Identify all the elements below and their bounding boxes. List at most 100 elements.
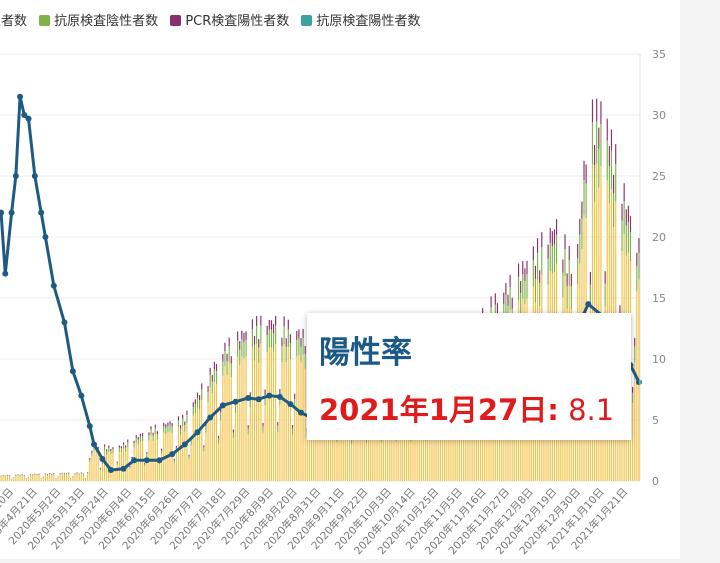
bar-antigen-negative bbox=[112, 449, 113, 453]
legend-item-antigen-positive[interactable]: 抗原検査陽性者数 bbox=[301, 10, 420, 29]
bar-antigen-negative bbox=[562, 273, 563, 297]
bar-pcr-negative bbox=[410, 441, 411, 481]
bar-pcr-negative bbox=[226, 375, 227, 481]
bar-antigen-negative bbox=[598, 149, 599, 188]
bar-antigen-negative bbox=[567, 286, 568, 309]
positivity-point[interactable] bbox=[32, 173, 38, 179]
bar-antigen-negative bbox=[218, 439, 219, 444]
positivity-point[interactable] bbox=[61, 319, 67, 325]
bar-antigen-negative bbox=[254, 345, 255, 361]
bar-pcr-positive bbox=[613, 175, 614, 193]
bar-pcr-positive bbox=[262, 423, 263, 426]
bar-pcr-negative bbox=[307, 437, 308, 481]
bar-antigen-negative bbox=[592, 122, 593, 164]
positivity-point[interactable] bbox=[287, 401, 293, 407]
bar-antigen-negative bbox=[146, 454, 147, 457]
positivity-point[interactable] bbox=[17, 94, 23, 100]
bar-pcr-positive bbox=[609, 146, 610, 166]
bar-pcr-negative bbox=[243, 358, 244, 481]
positivity-point[interactable] bbox=[636, 379, 642, 385]
positivity-point[interactable] bbox=[169, 451, 175, 457]
bar-pcr-negative bbox=[68, 474, 69, 481]
bar-pcr-negative bbox=[5, 476, 6, 481]
bar-pcr-positive bbox=[233, 429, 234, 432]
bar-antigen-negative bbox=[153, 436, 154, 441]
positivity-point[interactable] bbox=[87, 423, 93, 429]
bar-pcr-negative bbox=[231, 377, 232, 481]
legend-item-antigen-negative[interactable]: 抗原検査陰性者数 bbox=[39, 10, 158, 29]
legend-item-pcr-positive[interactable]: PCR検査陽性者数 bbox=[170, 10, 289, 29]
positivity-point[interactable] bbox=[2, 271, 8, 277]
bar-pcr-positive bbox=[110, 449, 111, 451]
positivity-point[interactable] bbox=[121, 466, 127, 472]
bar-antigen-negative bbox=[269, 330, 270, 348]
y-tick-label: 15 bbox=[652, 292, 666, 305]
bar-pcr-positive bbox=[510, 275, 511, 287]
bar-pcr-positive bbox=[146, 452, 147, 454]
bar-pcr-negative bbox=[237, 357, 238, 481]
bar-pcr-positive bbox=[155, 425, 156, 428]
legend-item-pcr-negative[interactable]: 性者数 bbox=[0, 10, 27, 29]
bar-antigen-negative bbox=[17, 475, 18, 476]
positivity-point[interactable] bbox=[108, 467, 114, 473]
bar-antigen-negative bbox=[241, 340, 242, 357]
positivity-point[interactable] bbox=[51, 283, 57, 289]
positivity-point[interactable] bbox=[298, 410, 304, 416]
positivity-point[interactable] bbox=[91, 441, 97, 447]
bar-pcr-positive bbox=[296, 331, 297, 340]
bar-pcr-negative bbox=[366, 443, 367, 481]
bar-pcr-negative bbox=[273, 351, 274, 481]
positivity-point[interactable] bbox=[144, 457, 150, 463]
positivity-point[interactable] bbox=[182, 441, 188, 447]
bar-antigen-negative bbox=[64, 473, 65, 474]
bar-pcr-positive bbox=[184, 422, 185, 426]
bar-pcr-negative bbox=[212, 393, 213, 481]
positivity-point[interactable] bbox=[13, 173, 19, 179]
positivity-point[interactable] bbox=[207, 415, 213, 421]
y-tick-label: 30 bbox=[652, 109, 666, 122]
positivity-point[interactable] bbox=[233, 399, 239, 405]
positivity-point[interactable] bbox=[585, 301, 591, 307]
bar-antigen-negative bbox=[569, 260, 570, 286]
bar-pcr-positive bbox=[607, 119, 608, 141]
bar-pcr-negative bbox=[155, 434, 156, 481]
bar-pcr-positive bbox=[512, 298, 513, 309]
bar-antigen-negative bbox=[626, 226, 627, 256]
bar-pcr-positive bbox=[507, 295, 508, 306]
bar-pcr-negative bbox=[248, 435, 249, 481]
bar-pcr-negative bbox=[58, 477, 59, 481]
bar-pcr-negative bbox=[62, 474, 63, 481]
positivity-point[interactable] bbox=[78, 393, 84, 399]
positivity-point[interactable] bbox=[131, 457, 137, 463]
positivity-point[interactable] bbox=[266, 393, 272, 399]
tooltip-value-line: 2021年1月27日: 8.1 bbox=[319, 387, 614, 429]
bar-antigen-negative bbox=[106, 451, 107, 454]
bar-pcr-positive bbox=[138, 437, 139, 440]
positivity-point[interactable] bbox=[70, 368, 76, 374]
bar-pcr-negative bbox=[191, 445, 192, 481]
bar-antigen-negative bbox=[224, 351, 225, 366]
positivity-point[interactable] bbox=[38, 210, 44, 216]
positivity-point[interactable] bbox=[26, 116, 32, 122]
bar-pcr-positive bbox=[260, 316, 261, 326]
bar-antigen-negative bbox=[277, 426, 278, 432]
positivity-point[interactable] bbox=[9, 210, 15, 216]
bar-pcr-positive bbox=[624, 183, 625, 201]
positivity-point[interactable] bbox=[0, 210, 4, 216]
positivity-point[interactable] bbox=[277, 394, 283, 400]
bar-antigen-negative bbox=[526, 274, 527, 298]
bar-pcr-positive bbox=[136, 435, 137, 438]
bar-antigen-negative bbox=[117, 463, 118, 465]
tooltip-title: 陽性率 bbox=[319, 327, 412, 372]
positivity-point[interactable] bbox=[220, 402, 226, 408]
bar-pcr-negative bbox=[11, 479, 12, 481]
positivity-point[interactable] bbox=[99, 456, 105, 462]
positivity-point[interactable] bbox=[256, 396, 262, 402]
positivity-point[interactable] bbox=[245, 395, 251, 401]
positivity-point[interactable] bbox=[42, 234, 48, 240]
bar-pcr-positive bbox=[186, 411, 187, 415]
positivity-point[interactable] bbox=[194, 429, 200, 435]
positivity-point[interactable] bbox=[156, 457, 162, 463]
bar-pcr-negative bbox=[634, 362, 635, 481]
